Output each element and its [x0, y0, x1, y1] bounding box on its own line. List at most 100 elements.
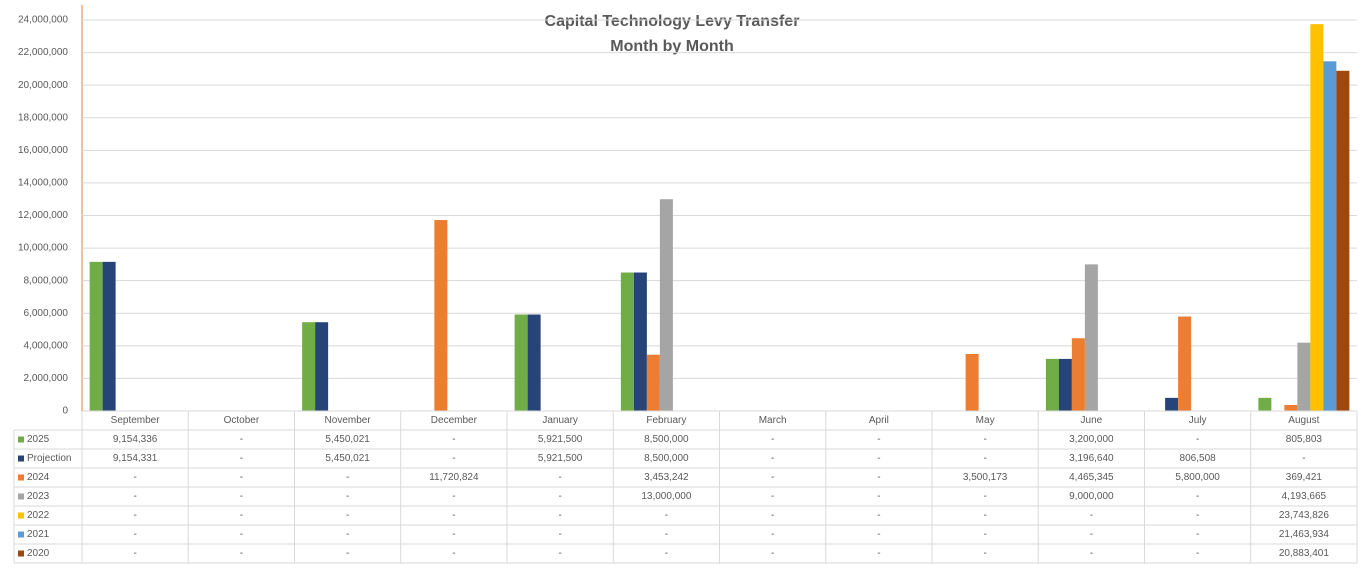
table-value: 369,421 — [1286, 472, 1323, 483]
bar — [1045, 358, 1059, 411]
table-value: - — [558, 529, 561, 540]
table-value: 3,196,640 — [1069, 453, 1114, 464]
table-value: - — [240, 529, 243, 540]
table-value: 5,921,500 — [538, 453, 583, 464]
table-value: - — [558, 491, 561, 502]
table-value: 3,500,173 — [963, 472, 1008, 483]
table-value: - — [1090, 548, 1093, 559]
chart-title: Capital Technology Levy Transfer — [545, 13, 800, 30]
table-value: - — [240, 453, 243, 464]
table-value: 23,743,826 — [1279, 510, 1329, 521]
x-tick-label: November — [325, 415, 372, 426]
bar — [633, 272, 647, 411]
table-value: - — [133, 510, 136, 521]
bar — [315, 322, 329, 411]
table-value: - — [452, 434, 455, 445]
legend-swatch — [18, 531, 24, 538]
bar — [1297, 342, 1311, 411]
table-value: - — [983, 529, 986, 540]
y-tick-label: 0 — [62, 406, 68, 417]
y-tick-label: 12,000,000 — [18, 210, 68, 221]
bar — [1310, 24, 1324, 412]
table-value: - — [1196, 548, 1199, 559]
table-value: 5,450,021 — [325, 434, 370, 445]
y-tick-label: 14,000,000 — [18, 178, 68, 189]
table-value: 805,803 — [1286, 434, 1323, 445]
legend-swatch — [18, 550, 24, 557]
table-value: - — [346, 548, 349, 559]
table-value: - — [1196, 434, 1199, 445]
chart-subtitle: Month by Month — [610, 38, 734, 55]
table-value: - — [452, 491, 455, 502]
x-tick-label: March — [759, 415, 787, 426]
bar — [302, 322, 316, 411]
bar — [1071, 338, 1085, 411]
legend-label: Projection — [27, 453, 71, 464]
table-value: - — [771, 491, 774, 502]
legend-swatch — [18, 493, 24, 500]
table-value: - — [1196, 510, 1199, 521]
table-value: - — [240, 510, 243, 521]
table-value: 21,463,934 — [1279, 529, 1329, 540]
table-value: - — [877, 510, 880, 521]
table-value: 8,500,000 — [644, 434, 689, 445]
table-value: 3,453,242 — [644, 472, 689, 483]
x-tick-label: January — [542, 415, 578, 426]
bar — [527, 314, 541, 411]
table-value: - — [771, 434, 774, 445]
bar — [1178, 316, 1192, 411]
table-value: 9,154,331 — [113, 453, 158, 464]
table-value: - — [771, 472, 774, 483]
bar — [1323, 61, 1337, 411]
bar — [646, 354, 660, 411]
table-value: 9,154,336 — [113, 434, 158, 445]
table-value: - — [983, 510, 986, 521]
table-value: - — [1090, 510, 1093, 521]
table-value: - — [877, 548, 880, 559]
table-value: - — [133, 548, 136, 559]
table-value: - — [346, 510, 349, 521]
table-value: - — [771, 510, 774, 521]
x-tick-label: December — [431, 415, 478, 426]
bar — [1258, 397, 1272, 411]
table-value: 5,450,021 — [325, 453, 370, 464]
legend-label: 2022 — [27, 510, 50, 521]
table-value: 11,720,824 — [429, 472, 479, 483]
table-value: - — [1302, 453, 1305, 464]
table-value: - — [665, 529, 668, 540]
legend-label: 2025 — [27, 434, 50, 445]
table-value: - — [133, 491, 136, 502]
table-value: - — [877, 434, 880, 445]
y-tick-label: 6,000,000 — [24, 308, 69, 319]
x-tick-label: September — [111, 415, 161, 426]
table-value: 4,193,665 — [1282, 491, 1327, 502]
y-tick-label: 24,000,000 — [18, 15, 68, 26]
table-value: - — [240, 434, 243, 445]
legend-label: 2024 — [27, 472, 50, 483]
table-value: - — [877, 453, 880, 464]
table-value: 3,200,000 — [1069, 434, 1114, 445]
table-value: - — [665, 510, 668, 521]
y-tick-label: 10,000,000 — [18, 243, 68, 254]
bar — [434, 220, 448, 411]
table-value: - — [665, 548, 668, 559]
table-value: - — [1090, 529, 1093, 540]
table-value: - — [771, 453, 774, 464]
table-value: - — [452, 529, 455, 540]
x-tick-label: April — [869, 415, 889, 426]
legend-swatch — [18, 474, 24, 481]
table-value: 5,921,500 — [538, 434, 583, 445]
table-value: 13,000,000 — [641, 491, 691, 502]
x-tick-label: February — [646, 415, 686, 426]
y-tick-label: 2,000,000 — [24, 373, 69, 384]
legend-label: 2021 — [27, 529, 50, 540]
table-value: - — [983, 491, 986, 502]
table-value: - — [877, 529, 880, 540]
table-value: - — [452, 510, 455, 521]
table-value: 9,000,000 — [1069, 491, 1114, 502]
table-value: - — [346, 529, 349, 540]
bar — [1165, 397, 1179, 411]
table-value: - — [240, 491, 243, 502]
